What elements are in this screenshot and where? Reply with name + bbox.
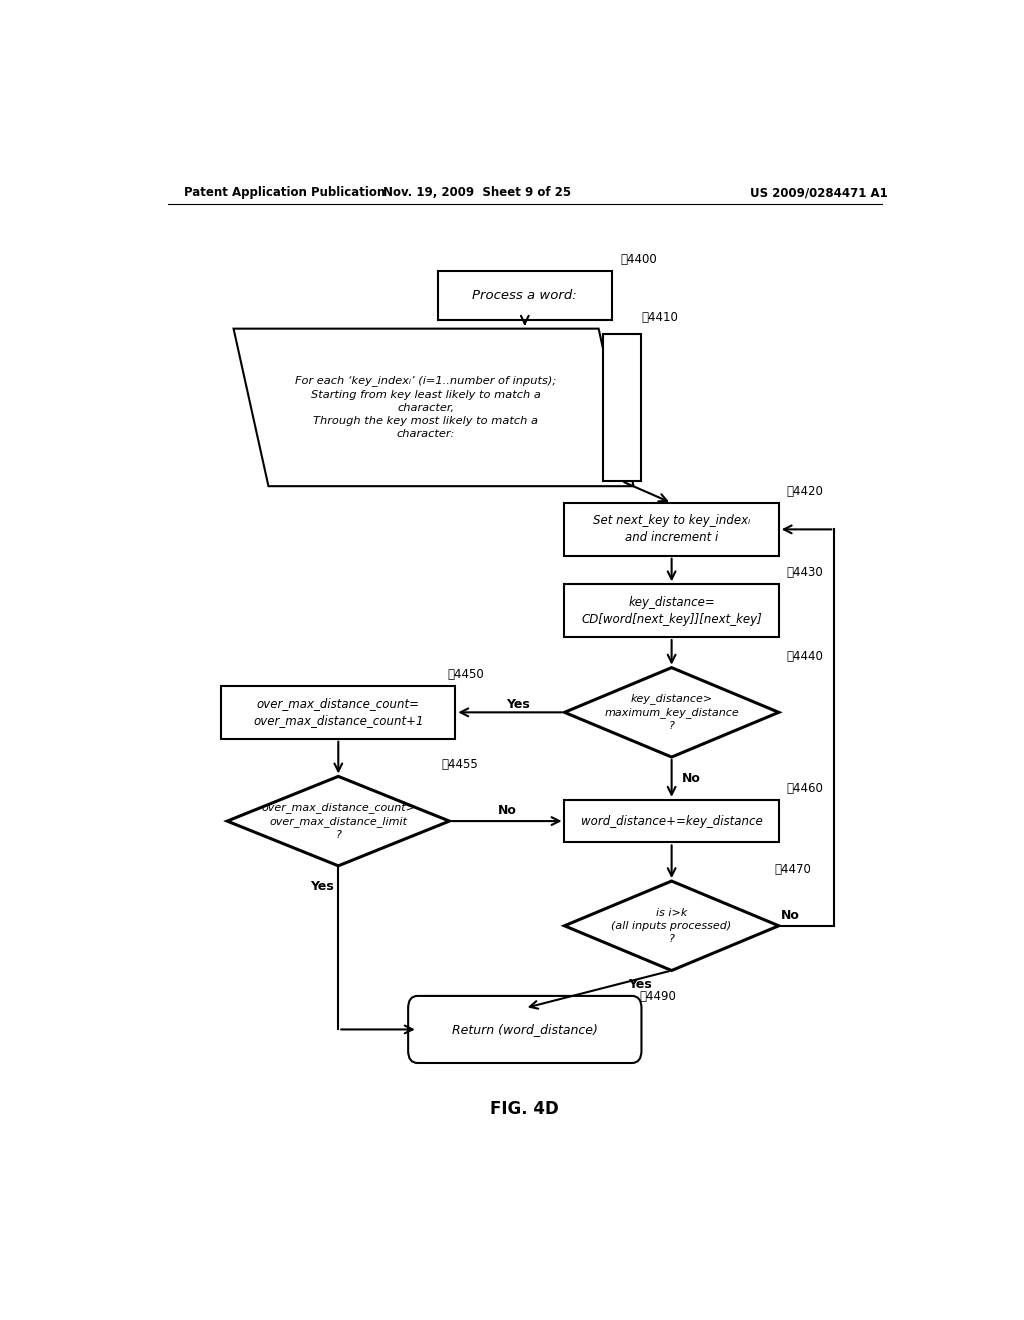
Text: Set next_key to key_indexᵢ
and increment i: Set next_key to key_indexᵢ and increment… [593,515,751,544]
Text: ⁳4450: ⁳4450 [447,668,484,681]
Text: is i>k
(all inputs processed)
?: is i>k (all inputs processed) ? [611,908,732,944]
Text: ⁳4400: ⁳4400 [620,253,656,267]
Text: ⁳4440: ⁳4440 [786,649,823,663]
Text: US 2009/0284471 A1: US 2009/0284471 A1 [750,186,888,199]
FancyBboxPatch shape [564,800,779,842]
Text: No: No [682,772,700,785]
Text: over_max_distance_count>
over_max_distance_limit
?: over_max_distance_count> over_max_distan… [261,803,416,841]
Text: ⁳4460: ⁳4460 [786,781,823,795]
Text: For each ‘key_indexᵢ’ (i=1..number of inputs);
Starting from key least likely to: For each ‘key_indexᵢ’ (i=1..number of in… [295,376,556,440]
Text: Yes: Yes [310,879,334,892]
Text: ⁳4470: ⁳4470 [775,863,812,876]
FancyBboxPatch shape [409,995,641,1063]
Text: ⁳4455: ⁳4455 [441,758,478,771]
FancyBboxPatch shape [564,585,779,638]
Polygon shape [564,880,779,970]
Text: ⁳4410: ⁳4410 [641,310,678,323]
Text: Yes: Yes [628,978,651,991]
Polygon shape [564,668,779,758]
Text: ⁳4420: ⁳4420 [786,484,823,498]
FancyBboxPatch shape [564,503,779,556]
Text: over_max_distance_count=
over_max_distance_count+1: over_max_distance_count= over_max_distan… [253,697,424,727]
Text: key_distance>
maximum_key_distance
?: key_distance> maximum_key_distance ? [604,693,739,731]
Text: No: No [498,804,516,817]
Text: ⁳4430: ⁳4430 [786,566,823,579]
Text: ⁳4490: ⁳4490 [640,990,677,1003]
Text: Process a word:: Process a word: [472,289,578,302]
Text: word_distance+=key_distance: word_distance+=key_distance [581,814,763,828]
FancyBboxPatch shape [602,334,641,480]
Text: Patent Application Publication: Patent Application Publication [183,186,385,199]
Text: Return (word_distance): Return (word_distance) [452,1023,598,1036]
Polygon shape [227,776,450,866]
Text: Nov. 19, 2009  Sheet 9 of 25: Nov. 19, 2009 Sheet 9 of 25 [383,186,571,199]
Text: FIG. 4D: FIG. 4D [490,1100,559,1118]
Polygon shape [233,329,634,486]
Text: Yes: Yes [506,698,529,710]
FancyBboxPatch shape [221,686,456,739]
FancyBboxPatch shape [437,271,612,319]
Text: No: No [781,909,800,923]
Text: key_distance=
CD[word[next_key]][next_key]: key_distance= CD[word[next_key]][next_ke… [582,595,762,626]
